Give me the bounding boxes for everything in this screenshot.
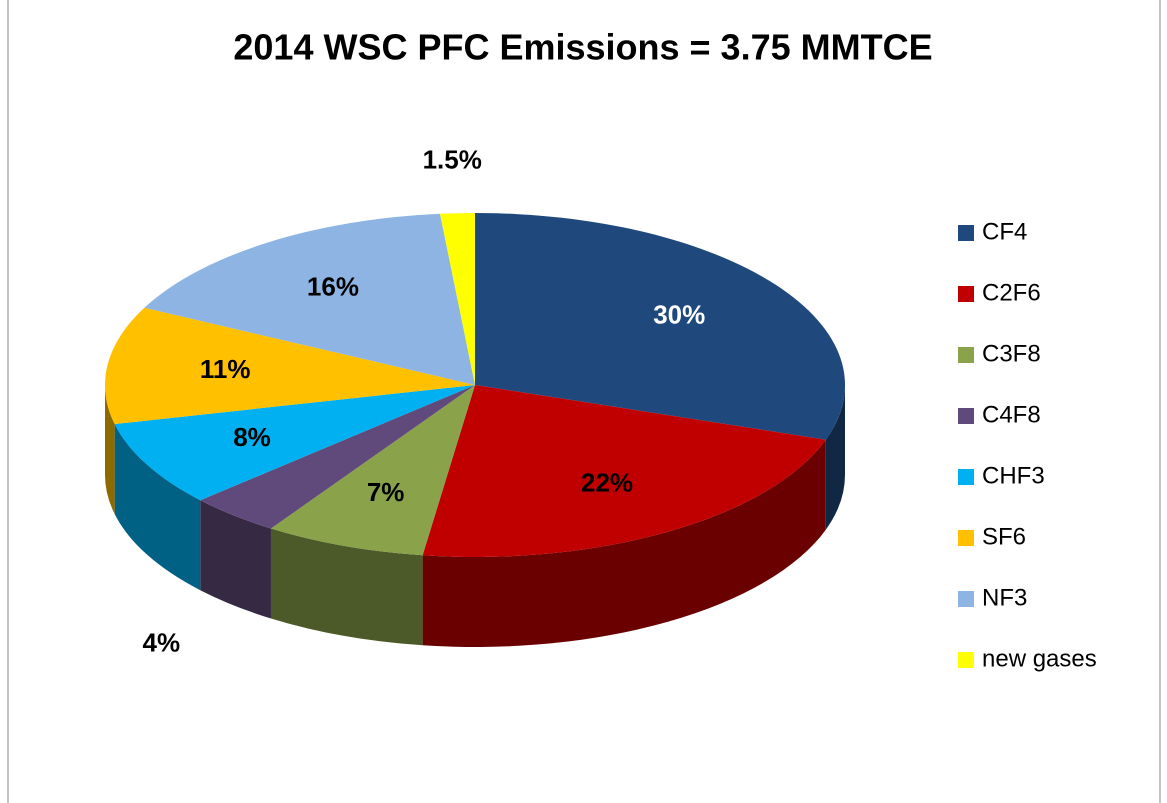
legend-label: C2F6	[982, 279, 1041, 306]
value-label: 30%	[653, 300, 705, 330]
value-label: 4%	[143, 627, 181, 657]
legend-label: C3F8	[982, 340, 1041, 367]
legend-label: CF4	[982, 218, 1027, 245]
value-label: 22%	[581, 467, 633, 497]
pie-slice	[475, 213, 845, 440]
legend-swatch	[958, 469, 974, 485]
value-label: 8%	[233, 422, 271, 452]
value-label: 1.5%	[423, 145, 482, 175]
pie-side	[422, 439, 826, 647]
legend-swatch	[958, 286, 974, 302]
pie-side	[114, 424, 201, 591]
pie-slice	[144, 213, 475, 385]
pie-slice	[422, 385, 826, 557]
pie-slice	[105, 307, 475, 425]
value-label: 7%	[367, 477, 405, 507]
pie-slice	[270, 385, 475, 556]
pie-side	[200, 500, 271, 619]
legend-label: CHF3	[982, 462, 1045, 489]
value-label: 16%	[307, 271, 359, 301]
legend-label: C4F8	[982, 401, 1041, 428]
pie-slice	[200, 385, 476, 529]
legend-swatch	[958, 591, 974, 607]
pie-slice	[440, 213, 475, 385]
pie-side	[105, 385, 115, 515]
pie-slice	[114, 385, 475, 501]
pie-side	[825, 385, 845, 530]
legend-swatch	[958, 652, 974, 668]
legend-label: SF6	[982, 523, 1026, 550]
legend-label: NF3	[982, 584, 1027, 611]
chart-title: 2014 WSC PFC Emissions = 3.75 MMTCE	[233, 27, 932, 68]
legend-swatch	[958, 347, 974, 363]
value-label: 11%	[200, 354, 251, 384]
legend-swatch	[958, 225, 974, 241]
legend-swatch	[958, 408, 974, 424]
legend-swatch	[958, 530, 974, 546]
legend-label: new gases	[982, 645, 1097, 672]
pie-side	[270, 528, 423, 646]
